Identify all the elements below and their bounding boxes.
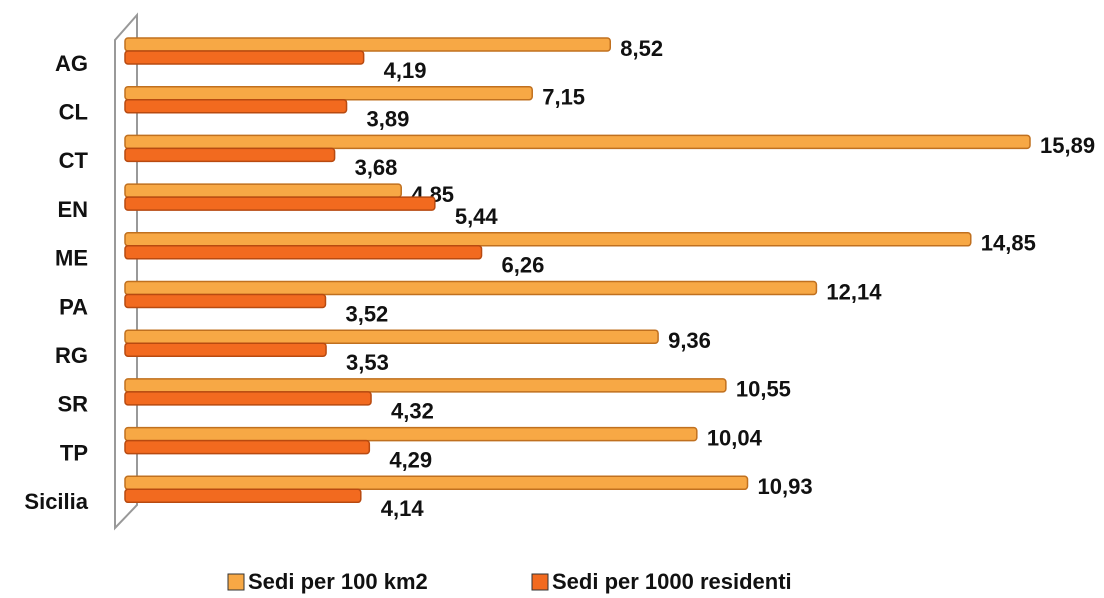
bar [124,378,727,393]
y-tick-label: AG [55,51,88,76]
bar [124,475,749,491]
bar [124,37,611,52]
value-label: 10,93 [758,474,813,499]
legend-swatch [227,573,245,591]
bar [124,50,365,65]
bar [124,183,402,198]
value-label: 5,44 [455,204,499,229]
value-label: 12,14 [826,279,882,304]
value-label: 10,55 [736,377,791,402]
y-tick-label: PA [59,294,88,319]
value-label: 8,52 [620,36,663,61]
bar [124,391,372,406]
value-label: 3,89 [367,107,410,132]
bar [124,147,336,163]
bar [124,196,436,211]
legend-label: Sedi per 1000 residenti [552,569,792,594]
y-tick-label: CT [59,148,89,173]
legend-swatch [531,573,549,591]
bar [124,245,483,260]
value-label: 3,68 [355,155,398,180]
value-label: 4,32 [391,399,434,424]
value-label: 15,89 [1040,133,1095,158]
value-label: 6,26 [502,253,545,278]
value-label: 4,29 [389,447,432,472]
bar [124,488,362,504]
value-label: 9,36 [668,328,711,353]
y-tick-label: SR [57,392,88,417]
bar [124,85,533,101]
bar [124,426,698,442]
bar [124,439,371,455]
value-label: 14,85 [981,231,1036,256]
value-label: 10,04 [707,425,763,450]
y-tick-label: Sicilia [24,489,88,514]
bar [124,232,972,247]
value-label: 7,15 [542,85,585,110]
bar [124,293,327,309]
bar [124,342,327,357]
y-tick-label: RG [55,343,88,368]
value-label: 3,53 [346,350,389,375]
legend-label: Sedi per 100 km2 [248,569,428,594]
y-tick-label: EN [57,197,88,222]
y-tick-label: TP [60,440,88,465]
value-label: 4,14 [381,496,425,521]
value-label: 4,19 [384,58,427,83]
y-tick-label: CL [59,100,88,125]
bar [124,280,818,296]
bar [124,134,1031,150]
bar [124,329,659,344]
y-tick-label: ME [55,246,88,271]
value-label: 3,52 [345,301,388,326]
bar [124,98,348,114]
